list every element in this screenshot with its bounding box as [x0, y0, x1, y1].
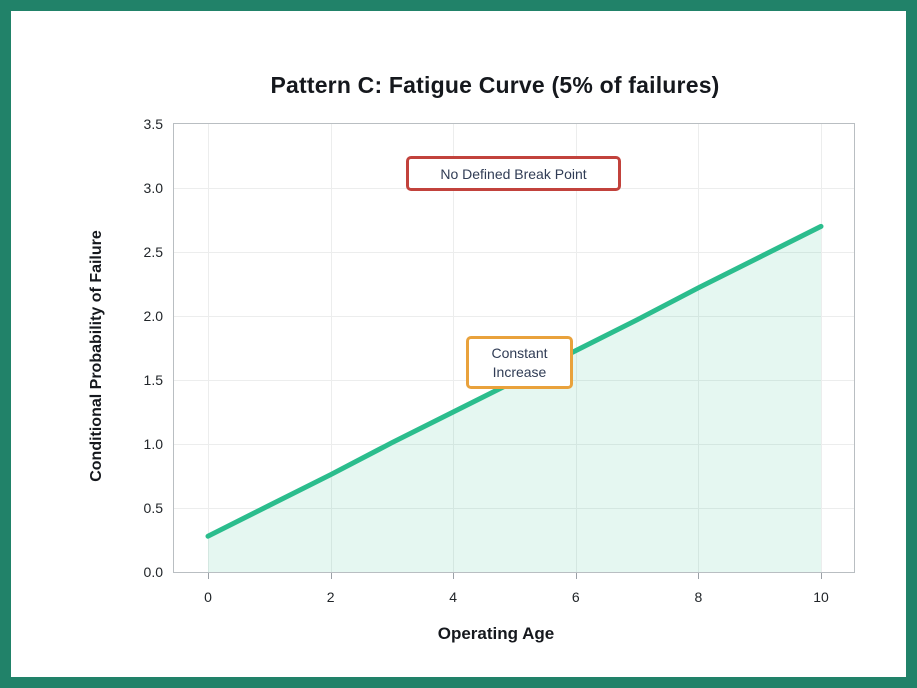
- x-tick-mark: [208, 572, 209, 579]
- x-axis-label: Operating Age: [437, 624, 555, 643]
- x-tick-label: 2: [326, 589, 335, 605]
- horizontal-gridline: [174, 252, 854, 253]
- y-tick-label: 2.5: [143, 244, 163, 260]
- x-tick-mark: [330, 572, 332, 579]
- horizontal-gridline: [174, 444, 854, 445]
- y-tick-label: 1.5: [143, 372, 163, 388]
- vertical-gridline: [208, 124, 209, 572]
- vertical-gridline: [330, 124, 332, 572]
- y-tick-label: 3.5: [143, 116, 163, 132]
- x-tick-mark: [821, 572, 822, 579]
- y-tick-label: 3.0: [143, 180, 163, 196]
- plot-area: No Defined Break Point Constant Increase: [173, 123, 855, 573]
- horizontal-gridline: [174, 316, 854, 317]
- annotation-no-break-point: No Defined Break Point: [406, 156, 621, 191]
- y-tick-label: 2.0: [143, 308, 163, 324]
- x-tick-mark: [453, 572, 455, 579]
- annotation-constant-increase: Constant Increase: [466, 336, 573, 389]
- x-tick-label: 6: [571, 589, 580, 605]
- x-tick-mark: [575, 572, 577, 579]
- area-fill: [208, 226, 821, 572]
- x-tick-mark: [698, 572, 700, 579]
- x-tick-label: 4: [449, 589, 458, 605]
- y-tick-label: 1.0: [143, 436, 163, 452]
- x-tick-label: 10: [813, 589, 829, 605]
- chart-canvas: 10 8 6 4 2 0 3.5 3.0 2.5 2.0 1.5 1.0 0.5 0.0 Pattern …: [22, 22, 917, 688]
- y-axis-label: Conditional Probability of Failure: [88, 230, 105, 482]
- vertical-gridline: [698, 124, 700, 572]
- x-tick-label: 0: [204, 589, 212, 605]
- chart-title: Pattern C: Fatigue Curve (5% of failures…: [270, 72, 720, 98]
- vertical-gridline: [821, 124, 822, 572]
- y-tick-label: 0.5: [143, 500, 163, 516]
- y-tick-label: 0.0: [143, 564, 163, 580]
- vertical-gridline: [453, 124, 455, 572]
- horizontal-gridline: [174, 508, 854, 509]
- x-tick-label: 8: [694, 589, 703, 605]
